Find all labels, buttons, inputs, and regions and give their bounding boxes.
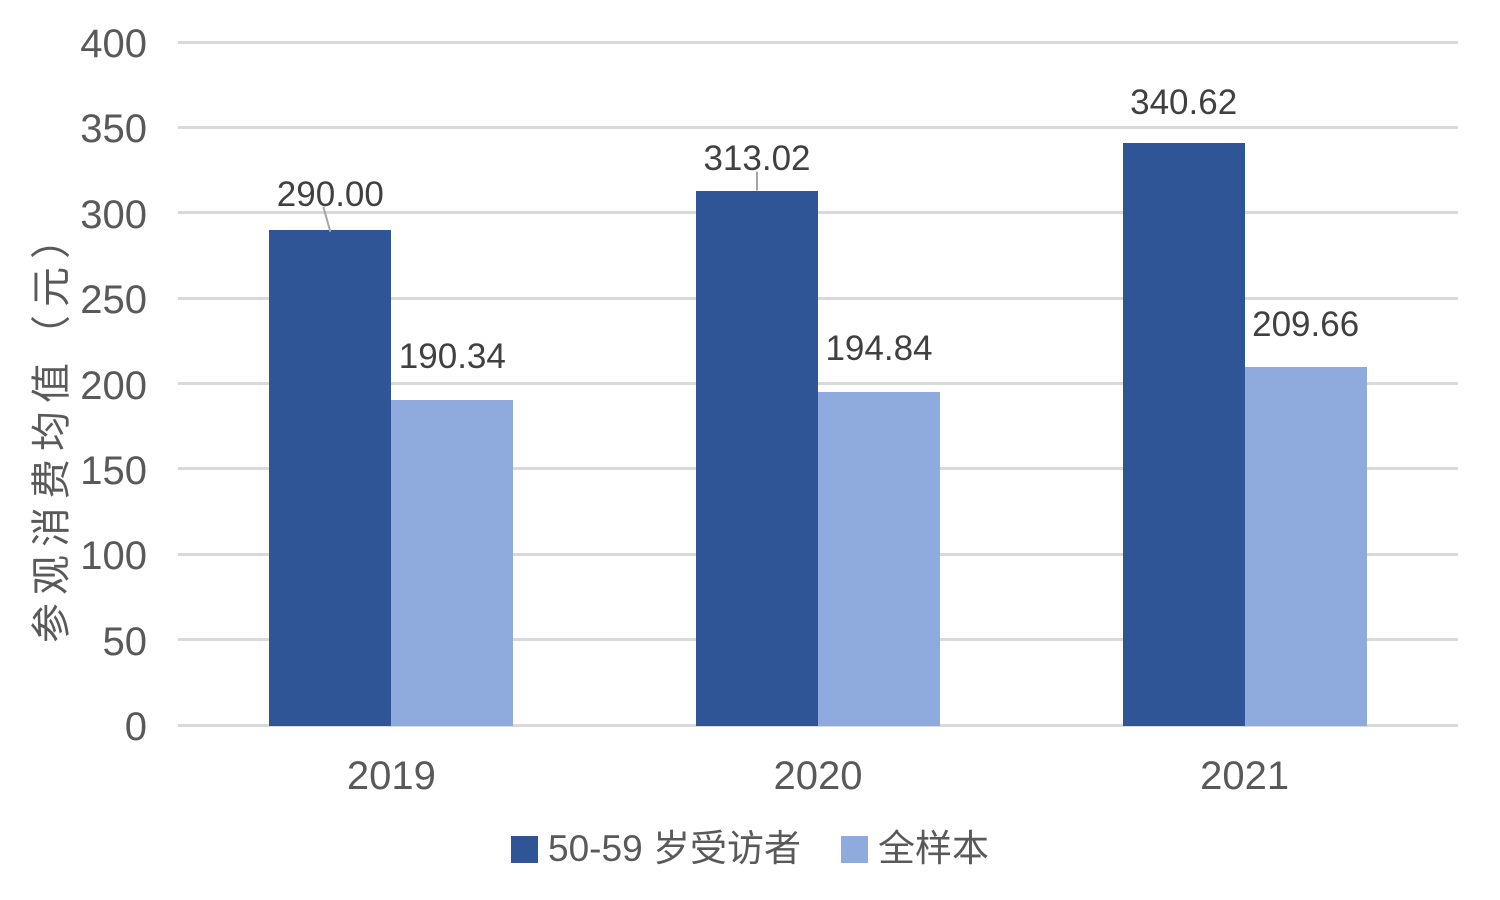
legend: 50-59 岁受访者 全样本 — [0, 827, 1500, 871]
legend-label-series1: 全样本 — [877, 828, 989, 869]
gridline-350 — [178, 125, 1458, 129]
y-tick-label-200: 200 — [80, 363, 147, 408]
bar-2020-series1 — [818, 392, 940, 727]
data-label-2020-series1: 194.84 — [825, 329, 933, 369]
y-tick-label-50: 50 — [102, 619, 148, 664]
gridline-250 — [178, 296, 1458, 300]
x-tick-label-2019: 2019 — [346, 754, 436, 798]
legend-item-series0: 50-59 岁受访者 — [511, 827, 801, 871]
y-tick-label-400: 400 — [80, 22, 147, 66]
y-tick-label-300: 300 — [80, 192, 147, 237]
bar-2020-series0 — [696, 190, 818, 727]
legend-swatch-icon-series1 — [840, 835, 868, 863]
bar-2019-series1 — [391, 399, 514, 727]
bar-2021-series0 — [1122, 143, 1245, 727]
legend-label-series0: 50-59 岁受访者 — [548, 828, 801, 869]
legend-swatch-icon-series0 — [511, 835, 539, 863]
data-label-2019-series0: 290.00 — [276, 174, 384, 214]
legend-item-series1: 全样本 — [840, 827, 989, 871]
data-label-2021-series1: 209.66 — [1252, 305, 1360, 344]
bar-2019-series0 — [269, 229, 392, 727]
gridline-200 — [178, 382, 1458, 385]
bar-2021-series1 — [1244, 367, 1367, 727]
y-tick-label-250: 250 — [80, 278, 147, 323]
data-label-2021-series0: 340.62 — [1130, 83, 1238, 123]
y-tick-label-100: 100 — [80, 534, 147, 579]
data-label-2020-series0: 313.02 — [703, 138, 811, 178]
x-tick-label-2021: 2021 — [1200, 754, 1290, 798]
y-axis-title: 参观消费均值（元） — [30, 211, 74, 643]
y-tick-label-150: 150 — [80, 448, 147, 493]
gridline-400 — [178, 40, 1458, 44]
y-tick-label-350: 350 — [80, 107, 147, 152]
gridline-300 — [178, 211, 1458, 215]
data-label-2019-series1: 190.34 — [398, 336, 506, 376]
y-tick-label-0: 0 — [124, 705, 147, 749]
x-tick-label-2020: 2020 — [773, 754, 863, 798]
